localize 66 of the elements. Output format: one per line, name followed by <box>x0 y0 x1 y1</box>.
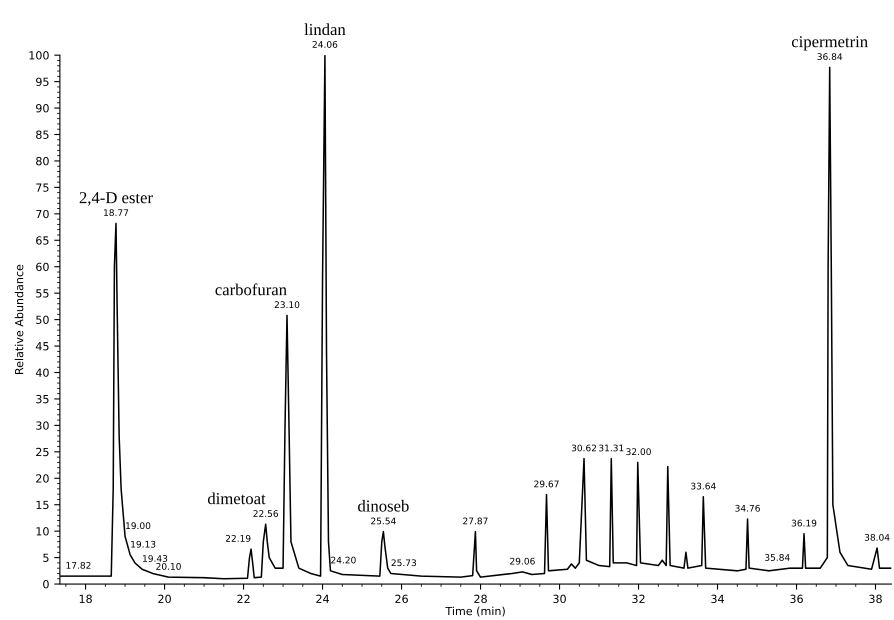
x-tick-label: 34 <box>711 594 724 604</box>
y-tick-label: 95 <box>36 78 49 86</box>
annotation: 20.10 <box>156 563 181 570</box>
annotation: dimetoat <box>208 492 266 504</box>
y-tick-label: 40 <box>36 368 49 377</box>
annotation: 34.76 <box>735 504 760 512</box>
annotation: 17.82 <box>66 562 90 569</box>
y-tick-label: 55 <box>36 289 49 298</box>
annotation: 29.06 <box>510 558 535 565</box>
x-tick-label: 18 <box>80 594 92 604</box>
annotation: 27.87 <box>463 518 488 524</box>
y-tick-label: 85 <box>36 130 49 139</box>
annotation: 23.10 <box>274 301 300 308</box>
y-tick-label: 0 <box>43 580 49 588</box>
y-tick-label: 50 <box>36 316 49 324</box>
y-tick-label: 70 <box>36 210 49 218</box>
y-tick-label: 10 <box>36 527 49 536</box>
annotation: 29.67 <box>534 480 559 488</box>
annotation: 19.13 <box>131 540 156 548</box>
annotation: 35.84 <box>765 554 790 561</box>
annotation: 24.06 <box>312 41 338 48</box>
y-tick-label: 80 <box>36 156 49 166</box>
y-tick-label: 20 <box>36 474 49 483</box>
x-tick-label: 38 <box>869 594 882 604</box>
y-tick-label: 75 <box>36 184 49 192</box>
annotation: dinoseb <box>358 500 409 512</box>
annotation: 22.19 <box>226 535 250 542</box>
annotation: 36.19 <box>792 520 816 526</box>
annotation: lindan <box>304 23 346 36</box>
y-tick-label: 45 <box>36 342 49 350</box>
y-tick-label: 30 <box>36 421 49 430</box>
annotation: 36.84 <box>817 53 842 60</box>
x-tick-label: 30 <box>553 594 566 604</box>
y-axis-title: Relative Abundance <box>14 264 24 374</box>
y-tick-label: 90 <box>36 104 49 112</box>
annotation: cipermetrin <box>792 36 868 51</box>
annotation: 2,4-D ester <box>80 192 153 206</box>
annotation: 19.00 <box>126 522 150 530</box>
annotation: 19.43 <box>143 555 168 562</box>
x-tick-label: 32 <box>632 594 644 604</box>
y-tick-label: 15 <box>36 500 49 510</box>
y-tick-label: 60 <box>36 262 49 272</box>
y-tick-label: 65 <box>36 236 49 245</box>
y-tick-label: 100 <box>29 51 49 60</box>
x-tick-label: 22 <box>237 594 250 603</box>
annotation: 38.04 <box>864 534 890 541</box>
annotation: 25.54 <box>371 518 396 524</box>
x-axis-title: Time (min) <box>445 606 505 617</box>
x-tick-label: 20 <box>158 594 171 604</box>
y-tick-label: 25 <box>36 448 49 456</box>
y-tick-label: 35 <box>36 394 49 404</box>
x-tick-label: 24 <box>316 594 329 603</box>
line-series <box>60 55 892 580</box>
x-tick-label: 28 <box>474 594 487 604</box>
annotation: 25.73 <box>392 559 416 566</box>
annotation: 24.20 <box>331 556 356 564</box>
annotation: 32.00 <box>626 448 651 456</box>
annotation: 33.64 <box>691 482 716 490</box>
x-tick-label: 36 <box>790 594 803 604</box>
annotation: 31.31 <box>599 444 624 452</box>
x-tick-label: 26 <box>395 594 408 604</box>
annotation: 18.77 <box>104 209 128 216</box>
annotation: 30.62 <box>572 444 596 452</box>
annotation: carbofuran <box>215 283 287 296</box>
annotation: 22.56 <box>253 510 278 517</box>
y-tick-label: 5 <box>43 554 49 562</box>
